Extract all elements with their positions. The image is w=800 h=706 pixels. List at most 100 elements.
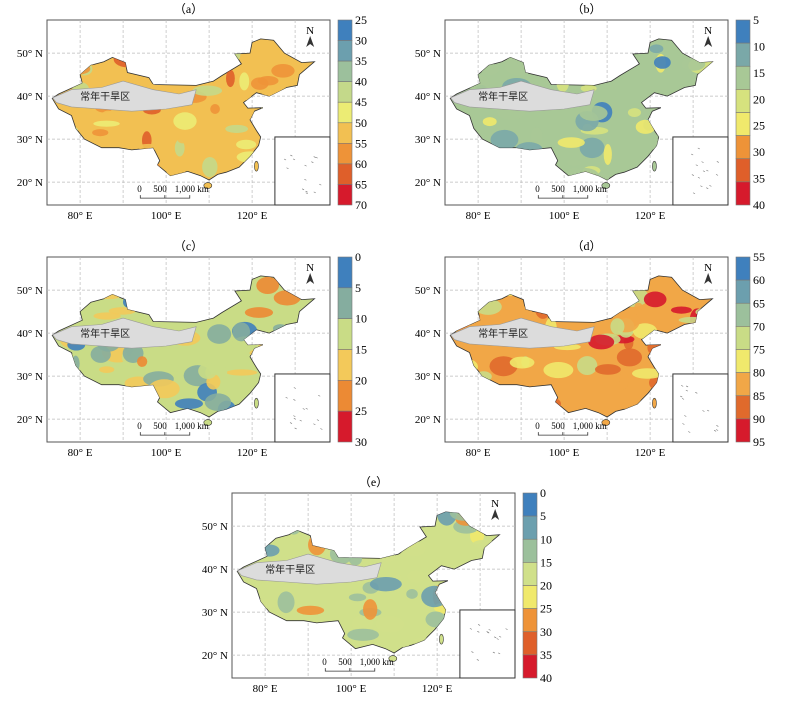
colorbar-bin bbox=[337, 184, 353, 206]
inset-island bbox=[685, 385, 689, 388]
south-china-sea-inset bbox=[459, 609, 516, 679]
scale-label-500: 500 bbox=[153, 421, 167, 431]
lon-label: 80° E bbox=[466, 210, 491, 222]
value-patch bbox=[174, 398, 203, 410]
colorbar-bin bbox=[337, 256, 353, 289]
value-patch bbox=[566, 159, 582, 167]
taiwan-island bbox=[652, 160, 657, 172]
panel-title: （d） bbox=[571, 239, 601, 253]
inset-island bbox=[293, 399, 296, 401]
inset-island bbox=[685, 389, 688, 392]
map-panel-d: （d） 常年干旱区 N 0 500 1,000 km 50° N 40° N 30° N 20° … bbox=[398, 237, 798, 474]
arid-region-label: 常年干旱区 bbox=[265, 563, 315, 576]
colorbar-tick: 20 bbox=[355, 373, 367, 387]
inset-island bbox=[497, 652, 501, 655]
colorbar-bin bbox=[735, 65, 751, 90]
inset-islands bbox=[283, 154, 322, 195]
inset-island bbox=[476, 659, 479, 661]
lon-label: 120° E bbox=[237, 210, 268, 222]
inset-island bbox=[697, 176, 701, 179]
inset-island bbox=[494, 636, 497, 639]
arid-region bbox=[52, 80, 197, 112]
scale-label-0: 0 bbox=[322, 657, 327, 667]
lat-label: 20° N bbox=[415, 177, 441, 189]
value-patch bbox=[499, 310, 512, 317]
inset-island bbox=[716, 161, 719, 163]
arid-region-label: 常年干旱区 bbox=[478, 90, 528, 103]
colorbar-tick: 15 bbox=[540, 555, 552, 569]
lat-label: 50° N bbox=[415, 48, 441, 60]
colorbar-bin bbox=[735, 349, 751, 373]
lat-label: 30° N bbox=[17, 371, 43, 383]
value-patch bbox=[165, 364, 181, 372]
lat-label: 30° N bbox=[17, 134, 43, 146]
arid-region-label: 常年干旱区 bbox=[478, 327, 528, 340]
colorbar-tick: 95 bbox=[753, 435, 765, 449]
lat-label: 50° N bbox=[202, 521, 228, 533]
taiwan-island bbox=[439, 633, 444, 645]
value-patch bbox=[173, 112, 197, 130]
value-patch bbox=[225, 124, 249, 133]
value-patch bbox=[588, 334, 615, 350]
scale-bar bbox=[537, 195, 589, 199]
value-patch bbox=[649, 44, 664, 54]
colorbar-tick: 25 bbox=[355, 13, 367, 27]
value-patch bbox=[93, 312, 121, 320]
scale-label-1000: 1,000 km bbox=[360, 657, 394, 667]
inset-island bbox=[492, 651, 496, 654]
colorbar-tick: 35 bbox=[355, 54, 367, 68]
inset-island bbox=[715, 174, 719, 176]
value-patch bbox=[579, 137, 605, 159]
colorbar-tick: 30 bbox=[753, 145, 765, 159]
lon-label: 100° E bbox=[549, 210, 580, 222]
inset-island bbox=[702, 170, 706, 173]
inset-island bbox=[681, 385, 684, 387]
colorbar-tick: 20 bbox=[540, 579, 552, 593]
value-patch bbox=[653, 56, 671, 69]
lon-label: 100° E bbox=[336, 683, 367, 695]
colorbar-tick: 75 bbox=[753, 343, 765, 357]
inset-island bbox=[713, 430, 717, 432]
value-patch bbox=[236, 109, 256, 120]
hainan-island bbox=[203, 419, 213, 426]
value-patch bbox=[594, 364, 621, 375]
value-patch bbox=[221, 93, 252, 102]
value-patch bbox=[207, 324, 232, 344]
inset-island bbox=[292, 158, 296, 161]
inset-island bbox=[716, 425, 719, 427]
colorbar-tick: 10 bbox=[355, 312, 367, 326]
inset-island bbox=[318, 395, 321, 397]
value-patch bbox=[348, 593, 367, 602]
value-patch bbox=[92, 129, 109, 137]
colorbar-tick: 10 bbox=[540, 532, 552, 546]
colorbar-tick: 60 bbox=[355, 157, 367, 171]
colorbar-tick: 40 bbox=[355, 75, 367, 89]
lon-label: 80° E bbox=[68, 210, 93, 222]
lat-label: 40° N bbox=[17, 91, 43, 103]
inset-island bbox=[691, 174, 695, 176]
inset-island bbox=[697, 147, 700, 150]
colorbar-bin bbox=[735, 279, 751, 304]
inset-island bbox=[316, 419, 320, 421]
panel-title: （a） bbox=[174, 2, 203, 16]
value-patch bbox=[610, 318, 625, 335]
inset-island bbox=[688, 431, 691, 433]
colorbar-tick: 65 bbox=[753, 296, 765, 310]
lat-label: 50° N bbox=[17, 285, 43, 297]
taiwan-island bbox=[254, 397, 259, 409]
inset-island bbox=[695, 164, 698, 166]
hainan-island bbox=[601, 419, 611, 426]
colorbar-bin bbox=[735, 395, 751, 420]
map-svg: （e） 常年干旱区 N 0 500 1,000 km 50° N 40° N 30° N 20° … bbox=[202, 475, 552, 695]
arid-region-label: 常年干旱区 bbox=[80, 327, 130, 340]
inset-island bbox=[680, 395, 683, 398]
scale-label-0: 0 bbox=[137, 184, 142, 194]
colorbar-tick: 25 bbox=[540, 602, 552, 616]
inset-island bbox=[469, 628, 473, 630]
colorbar-tick: 60 bbox=[753, 273, 765, 287]
value-patch bbox=[256, 276, 279, 294]
value-patch bbox=[204, 393, 232, 411]
colorbar-bin bbox=[522, 492, 538, 517]
value-patch bbox=[627, 108, 642, 118]
colorbar-tick: 30 bbox=[540, 625, 552, 639]
